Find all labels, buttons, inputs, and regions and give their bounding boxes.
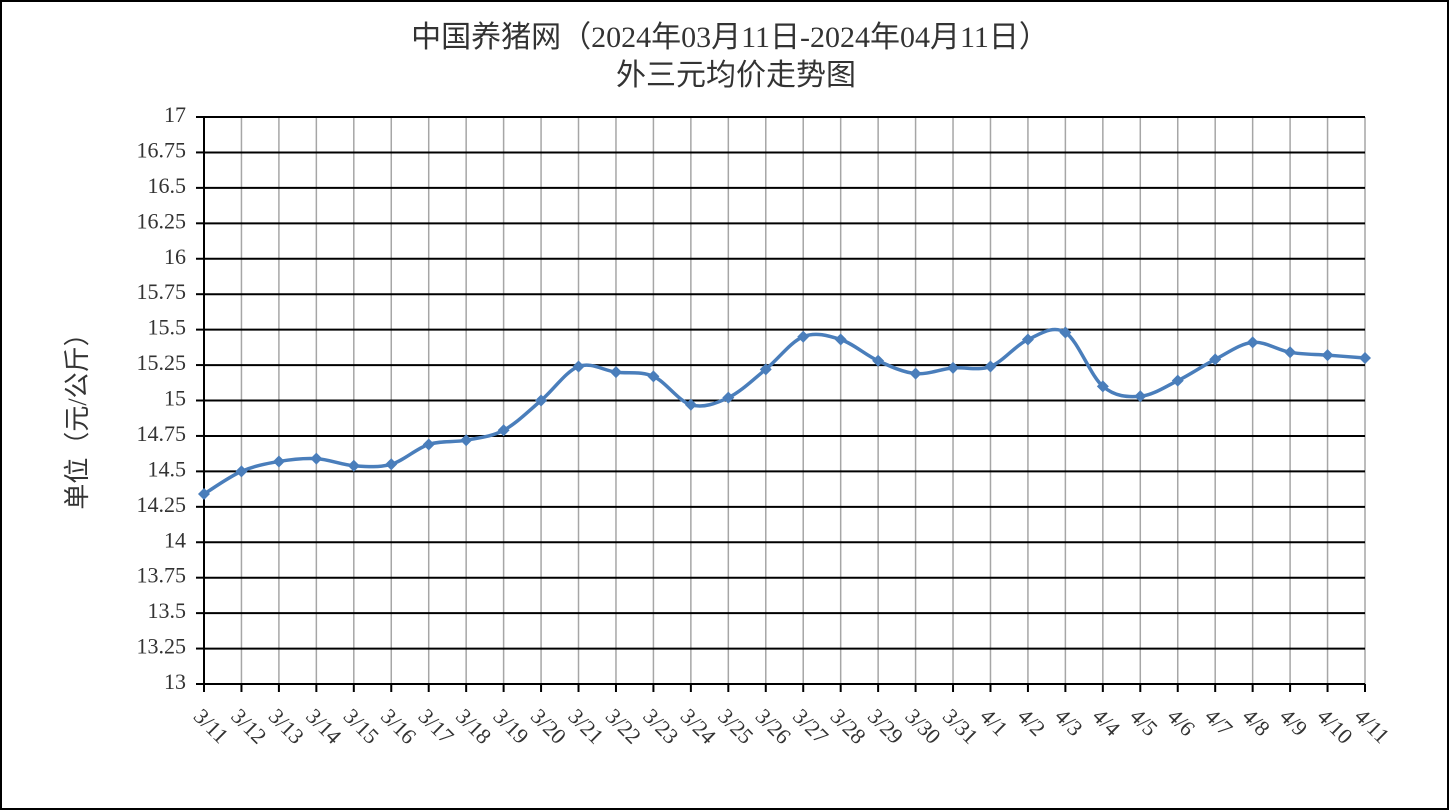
data-point [1209,353,1222,366]
y-tick-label: 15.75 [137,279,187,304]
data-point [272,455,285,468]
data-point [722,391,735,404]
y-tick-label: 16.25 [137,208,187,233]
data-point [609,366,622,379]
y-tick-label: 15.25 [137,350,187,375]
data-point [535,394,548,407]
data-point [1359,351,1371,364]
data-point [497,424,510,437]
data-point [872,354,885,367]
data-point [198,488,210,501]
data-point [647,370,660,383]
y-tick-label: 13.25 [137,634,187,659]
y-tick-label: 14.75 [137,421,187,446]
data-point [460,434,473,447]
data-point [1246,336,1259,349]
data-point [310,452,323,465]
data-point [422,438,435,451]
y-tick-label: 15 [164,386,186,411]
data-point [1134,390,1147,403]
data-point [572,360,585,373]
data-point [385,458,398,471]
data-point [1096,380,1109,393]
y-tick-label: 16 [164,244,186,269]
y-tick-label: 13 [164,669,186,694]
data-point [834,333,847,346]
y-tick-label: 14.25 [137,492,187,517]
data-point [947,361,960,374]
data-point [909,367,922,380]
data-point [984,360,997,373]
data-point [1059,326,1072,339]
data-point [1021,333,1034,346]
y-tick-label: 16.75 [137,137,187,162]
y-tick-label: 17 [164,102,186,127]
data-point [684,398,697,411]
chart-title: 中国养猪网（2024年03月11日-2024年04月11日） [411,21,1049,54]
y-tick-label: 13.5 [148,598,187,623]
chart-subtitle: 外三元均价走势图 [616,59,856,92]
data-point [235,465,248,478]
y-tick-label: 15.5 [148,315,187,340]
data-point [1284,346,1297,359]
data-point [347,459,360,472]
y-tick-label: 16.5 [148,173,187,198]
data-point [1171,374,1184,387]
y-axis-label: 单位（元/公斤） [63,320,92,509]
y-tick-label: 14.5 [148,456,187,481]
y-tick-label: 14 [164,527,186,552]
y-tick-label: 13.75 [137,563,187,588]
data-point [759,363,772,376]
data-point [797,330,810,343]
data-point [1321,349,1334,362]
